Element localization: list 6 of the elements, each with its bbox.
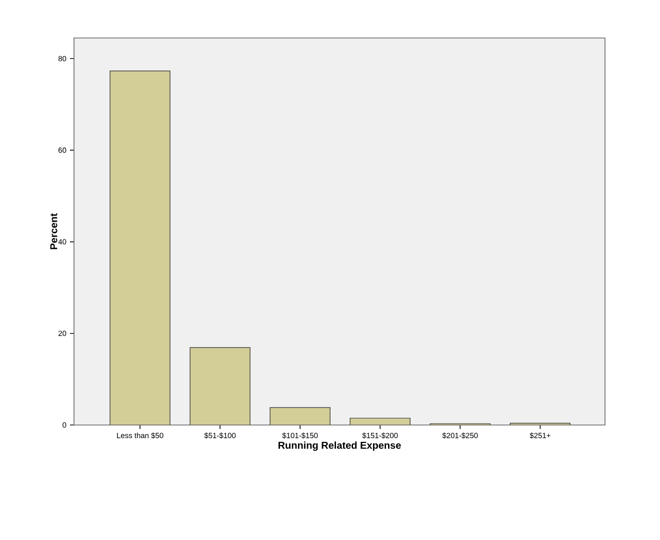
bar <box>350 418 410 425</box>
x-axis-title: Running Related Expense <box>278 441 401 451</box>
bar <box>110 70 170 425</box>
bar <box>270 407 330 425</box>
y-axis-title: Percent <box>50 213 58 250</box>
bar <box>190 347 250 425</box>
